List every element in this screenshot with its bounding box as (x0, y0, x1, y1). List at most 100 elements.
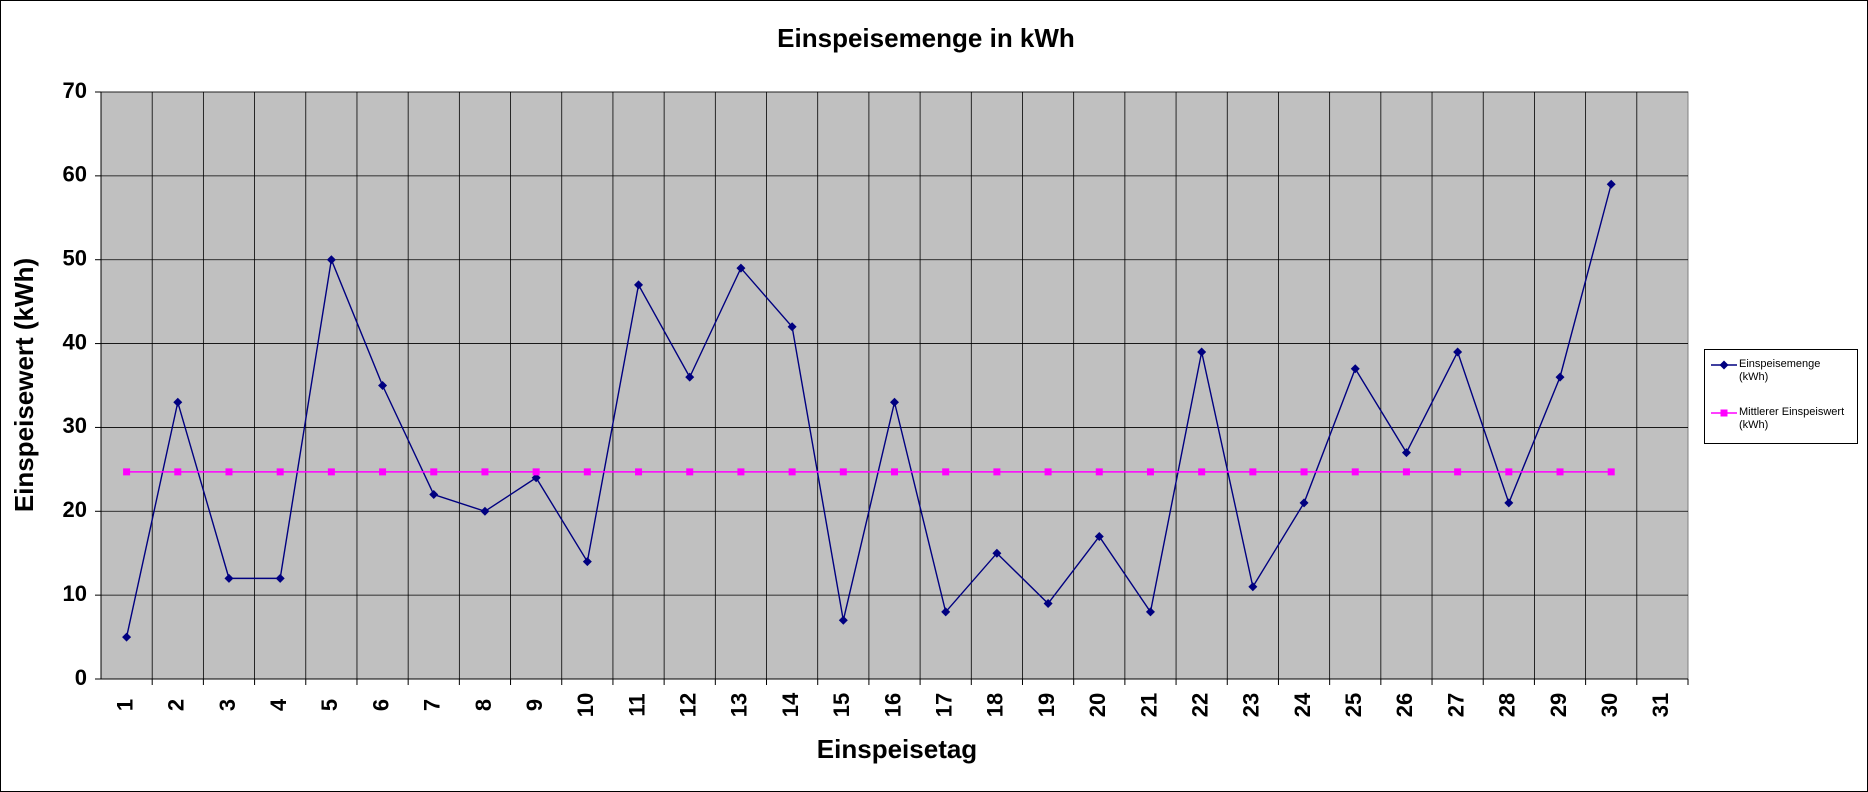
marker (1095, 468, 1103, 476)
x-tick-label: 2 (164, 699, 189, 711)
y-tick-label: 40 (63, 329, 87, 354)
marker (993, 468, 1001, 476)
marker (635, 468, 643, 476)
x-tick-label: 15 (829, 693, 854, 717)
marker (890, 397, 899, 407)
marker (1505, 468, 1513, 476)
legend-item: Mittlerer Einspeiswert (kWh) (1709, 406, 1857, 432)
x-tick-label: 13 (727, 693, 752, 717)
marker (531, 473, 541, 483)
marker (1044, 468, 1052, 476)
marker (1504, 498, 1514, 508)
x-tick-label: 8 (471, 699, 496, 711)
x-tick-label: 26 (1392, 693, 1417, 717)
marker (788, 468, 796, 476)
marker (787, 322, 797, 332)
legend-label: Einspeisemenge (kWh) (1739, 358, 1821, 383)
marker (122, 632, 132, 642)
marker (992, 548, 1002, 558)
legend-label: Mittlerer Einspeiswert (kWh) (1739, 406, 1845, 431)
y-tick-label: 50 (63, 246, 87, 271)
y-tick-label: 0 (75, 665, 87, 690)
x-tick-label: 17 (932, 693, 957, 717)
x-tick-label: 25 (1341, 693, 1366, 717)
x-tick-label: 14 (778, 692, 803, 717)
x-tick-label: 5 (317, 699, 342, 711)
x-tick-label: 11 (624, 693, 649, 716)
x-tick-label: 9 (522, 699, 547, 711)
x-tick-label: 16 (880, 693, 905, 717)
marker (1607, 468, 1615, 476)
marker (123, 468, 131, 476)
legend-symbol (1711, 409, 1737, 417)
marker (1248, 582, 1258, 592)
legend-item: Einspeisemenge (kWh) (1709, 358, 1857, 384)
y-tick-label: 10 (63, 581, 87, 606)
marker (1719, 360, 1729, 370)
marker (1555, 372, 1565, 382)
marker (481, 468, 489, 476)
x-tick-label: 31 (1648, 693, 1673, 717)
marker (1249, 468, 1257, 476)
marker (582, 557, 592, 567)
x-tick-label: 7 (420, 699, 445, 711)
marker (838, 615, 848, 625)
marker (1043, 599, 1053, 609)
marker (1299, 498, 1309, 508)
x-tick-label: 6 (368, 699, 393, 711)
x-tick-label: 27 (1443, 693, 1468, 717)
marker (480, 506, 490, 516)
x-tick-label: 3 (215, 699, 240, 711)
legend-symbol (1711, 360, 1737, 370)
x-tick-label: 19 (1034, 693, 1059, 717)
marker (942, 468, 950, 476)
marker (1350, 364, 1360, 374)
marker (429, 490, 439, 500)
series-line (125, 184, 1612, 638)
marker (1606, 179, 1616, 189)
marker (1094, 531, 1104, 541)
x-tick-label: 20 (1085, 693, 1110, 717)
marker (327, 468, 335, 476)
marker (1453, 347, 1463, 357)
x-axis-label: Einspeisetag (817, 734, 977, 764)
y-tick-label: 70 (63, 78, 87, 103)
marker (174, 468, 182, 476)
x-tick-label: 10 (573, 693, 598, 717)
marker (1401, 448, 1411, 458)
marker (379, 468, 387, 476)
x-tick-label: 29 (1546, 693, 1571, 717)
marker (1351, 468, 1359, 476)
marker (173, 397, 183, 407)
marker (685, 372, 695, 382)
x-tick-label: 30 (1597, 693, 1622, 717)
marker (1198, 468, 1206, 476)
x-tick-label: 24 (1290, 692, 1315, 717)
x-tick-label: 28 (1495, 693, 1520, 717)
x-tick-label: 4 (266, 698, 291, 711)
marker (224, 573, 234, 583)
marker (275, 573, 285, 583)
plot-area (100, 91, 1689, 680)
marker (430, 468, 438, 476)
marker (891, 468, 898, 476)
legend: Einspeisemenge (kWh) Mittlerer Einspeiswe… (1704, 349, 1858, 444)
marker (941, 607, 951, 617)
marker (634, 280, 644, 290)
marker (1402, 468, 1410, 476)
y-tick-label: 30 (63, 413, 87, 438)
x-tick-label: 22 (1187, 693, 1212, 717)
marker (583, 468, 591, 476)
marker (326, 255, 336, 265)
marker (839, 468, 847, 476)
chart-title: Einspeisemenge in kWh (777, 23, 1075, 53)
y-axis-label: Einspeisewert (kWh) (9, 258, 39, 512)
x-tick-label: 12 (676, 693, 701, 717)
x-tick-label: 23 (1239, 693, 1264, 717)
marker (1720, 409, 1728, 417)
x-tick-label: 18 (983, 693, 1008, 717)
marker (1300, 468, 1308, 476)
marker (736, 263, 746, 273)
marker (737, 468, 745, 476)
